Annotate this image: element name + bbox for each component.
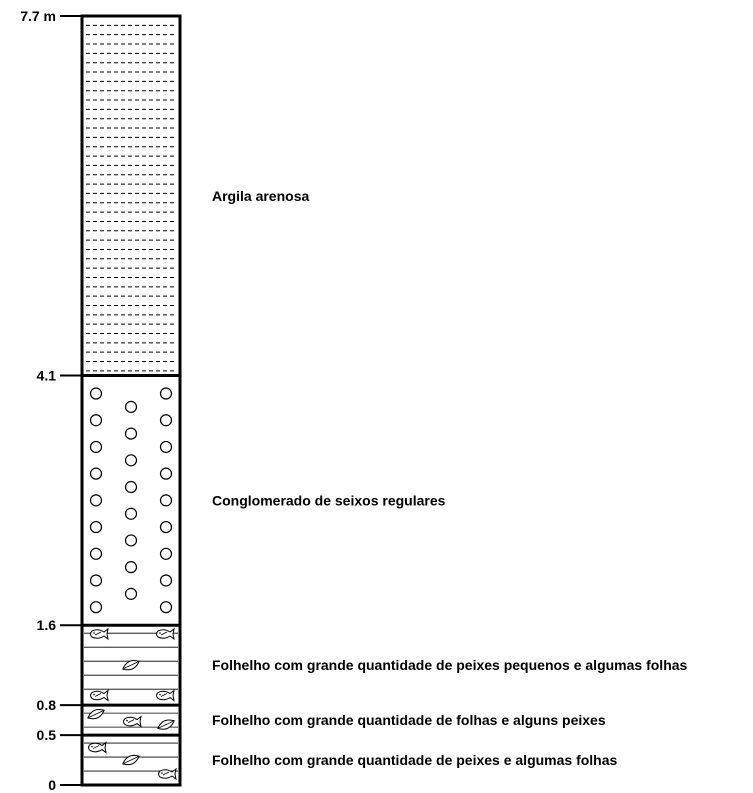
pebble-icon <box>124 507 138 520</box>
pebble-icon <box>159 387 173 400</box>
depth-tick-label: 7.7 m <box>20 8 56 24</box>
layer-labels: Folhelho com grande quantidade de peixes… <box>212 188 688 768</box>
pebble-icon <box>89 574 103 587</box>
leaf-midrib <box>123 756 139 764</box>
pebble-icon <box>124 587 138 600</box>
pebble-icon <box>89 520 103 534</box>
lithology-patterns <box>84 24 178 772</box>
layer-label-shale-fossil: Folhelho com grande quantidade de peixes… <box>212 752 618 768</box>
leaf-midrib <box>88 710 104 718</box>
pebble-icon <box>124 400 138 413</box>
layer-label-shale-fossil: Folhelho com grande quantidade de folhas… <box>212 712 606 728</box>
pebble-icon <box>159 601 173 614</box>
fish-eye <box>93 632 95 634</box>
pebble-icon <box>124 454 138 467</box>
fish-eye <box>159 632 161 634</box>
pebble-icon <box>159 440 173 454</box>
depth-tick-label: 1.6 <box>37 617 57 633</box>
fish-body <box>90 627 109 641</box>
fish-eye <box>91 745 93 748</box>
pebble-icon <box>159 574 173 587</box>
leaf-fossil-icon <box>87 708 105 720</box>
pebble-icon <box>124 534 138 547</box>
fish-body <box>156 689 175 702</box>
pebble-icon <box>89 601 103 614</box>
pebble-icon <box>124 427 138 440</box>
fish-line <box>92 745 100 749</box>
fish-body <box>158 767 177 781</box>
depth-tick-label: 0.8 <box>37 697 57 713</box>
fish-body <box>123 715 142 728</box>
layer-label-shale-fossil: Folhelho com grande quantidade de peixes… <box>212 657 688 673</box>
fish-line <box>94 693 102 697</box>
pebble-icon <box>124 561 138 574</box>
fish-fossil-icon <box>90 689 109 702</box>
fish-body <box>90 689 109 702</box>
fish-line <box>162 771 170 776</box>
fossil-symbols <box>87 627 177 781</box>
leaf-midrib <box>123 661 139 669</box>
pebble-icon <box>159 547 173 560</box>
leaf-fossil-icon <box>122 754 140 766</box>
fish-line <box>127 719 135 723</box>
fish-fossil-icon <box>156 627 175 641</box>
fish-eye <box>126 719 128 722</box>
pebble-icon <box>89 387 103 400</box>
depth-axis: 0 0.5 0.8 1.6 4.1 7.7 m <box>20 8 82 793</box>
layer-boundaries <box>82 374 180 737</box>
fish-eye <box>159 693 161 696</box>
pebble-icon <box>89 414 103 427</box>
depth-tick-label: 0 <box>48 777 56 793</box>
pebble-icon <box>159 467 173 480</box>
layer-label-conglomerate: Conglomerado de seixos regulares <box>212 492 446 508</box>
fish-fossil-icon <box>158 767 177 781</box>
fish-line <box>160 693 168 697</box>
pebble-icon <box>159 520 173 534</box>
fish-fossil-icon <box>90 627 109 641</box>
fish-body <box>88 741 107 754</box>
column-outline <box>80 14 182 787</box>
pebble-icon <box>89 494 103 507</box>
depth-tick-label: 0.5 <box>37 727 57 743</box>
pebble-icon <box>124 480 138 494</box>
leaf-fossil-icon <box>122 660 140 671</box>
pebble-icon <box>89 547 103 560</box>
leaf-midrib <box>158 720 174 729</box>
fish-fossil-icon <box>123 715 142 728</box>
fish-fossil-icon <box>156 689 175 702</box>
fish-line <box>160 631 168 636</box>
fish-eye <box>161 772 163 774</box>
depth-tick-label: 4.1 <box>37 368 57 384</box>
layer-label-sandy-clay: Argila arenosa <box>212 188 309 204</box>
pebble-icon <box>89 440 103 454</box>
fish-line <box>94 631 102 636</box>
pebble-icon <box>89 467 103 480</box>
fish-body <box>156 627 175 641</box>
pebble-icon <box>159 494 173 507</box>
pebble-icon <box>159 414 173 427</box>
leaf-fossil-icon <box>157 719 175 730</box>
fish-fossil-icon <box>88 741 107 754</box>
fish-eye <box>93 693 95 696</box>
